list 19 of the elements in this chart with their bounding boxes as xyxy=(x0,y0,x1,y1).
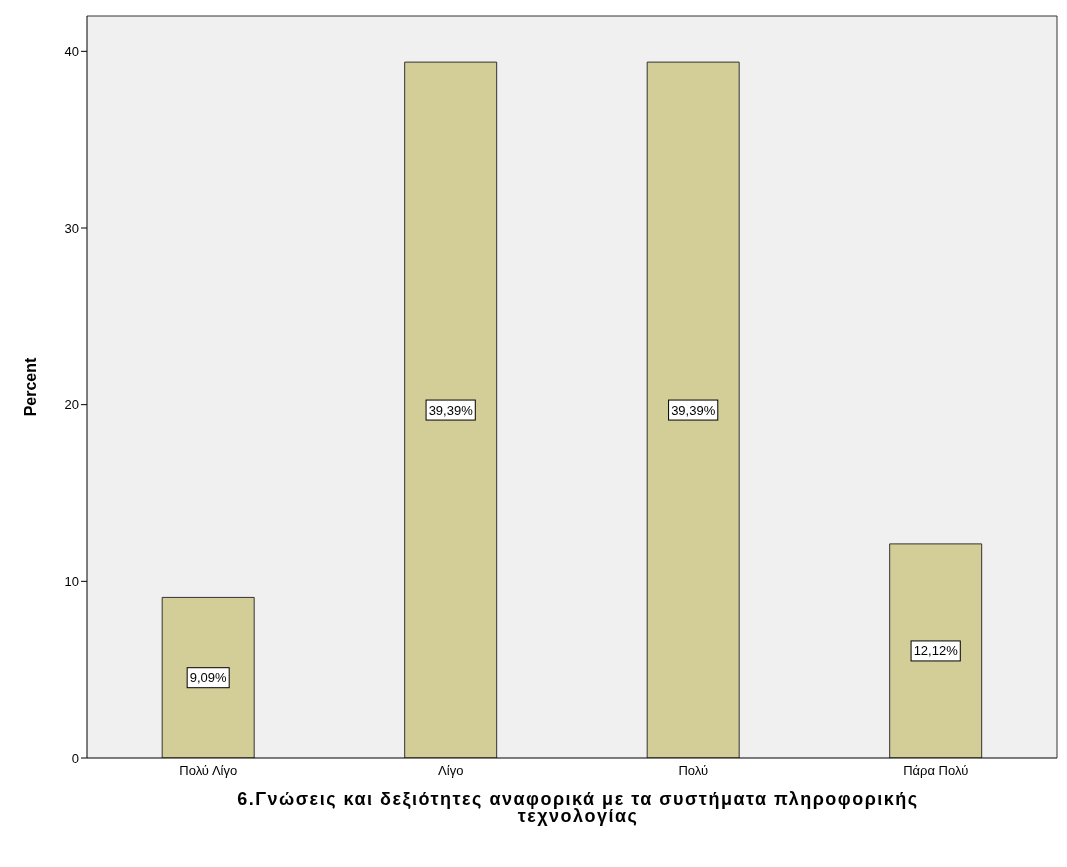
x-tick-label: Πάρα Πολύ xyxy=(903,763,969,779)
bar xyxy=(646,61,740,758)
bar xyxy=(404,61,498,758)
y-tick-label: 40 xyxy=(64,43,79,59)
bar xyxy=(161,596,255,758)
bar xyxy=(889,543,983,758)
y-tick-label: 20 xyxy=(64,397,79,413)
x-tick-label: Πολύ xyxy=(678,763,709,779)
x-axis-title: 6.Γνώσεις και δεξιότητες αναφορικά με τα συστήματα πληροφορικής τεχνολογίας xyxy=(236,789,920,826)
x-tick-label: Πολύ Λίγο xyxy=(179,763,238,779)
y-tick-label: 10 xyxy=(64,573,79,589)
y-tick-label: 0 xyxy=(71,750,79,766)
y-tick-label: 30 xyxy=(64,220,79,236)
data-label: 39,39% xyxy=(428,402,474,418)
data-label: 9,09% xyxy=(189,670,228,686)
y-axis-title: Percent xyxy=(21,356,39,417)
data-label: 39,39% xyxy=(671,402,716,418)
x-tick-label: Λίγο xyxy=(438,763,464,779)
data-label: 12,12% xyxy=(913,643,959,659)
